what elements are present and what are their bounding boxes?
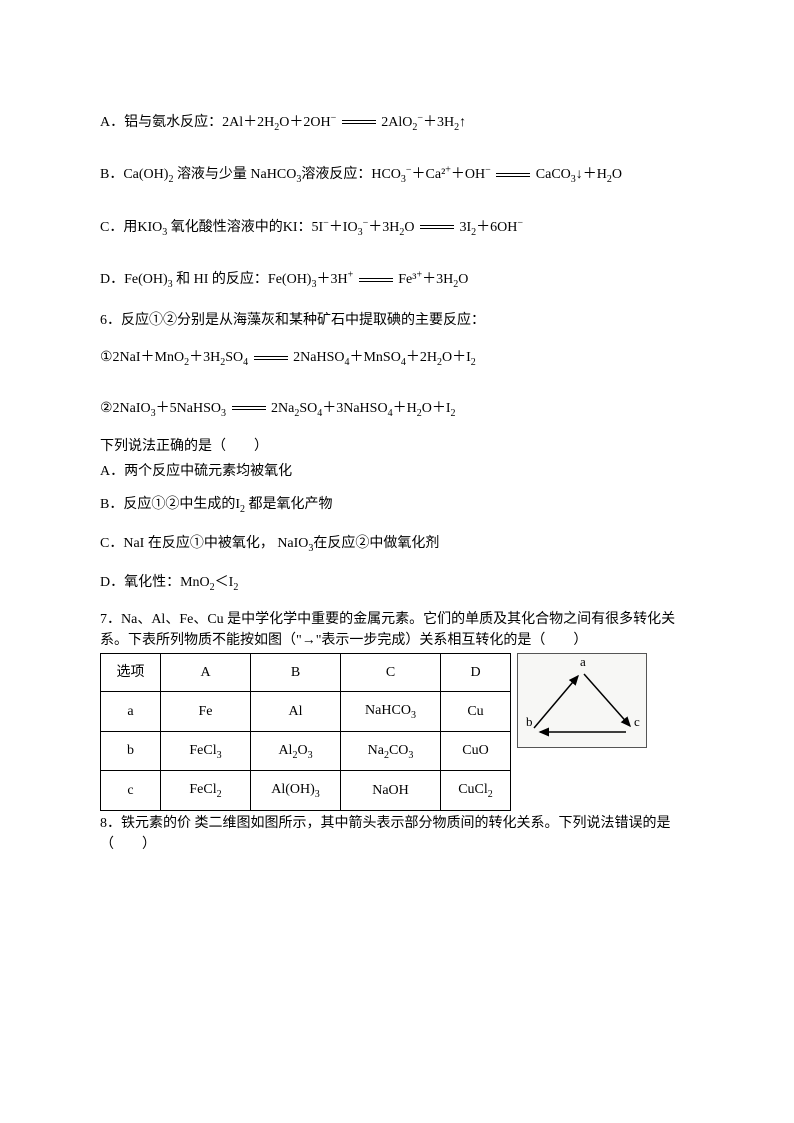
triangle-diagram-svg: a b c (518, 654, 648, 749)
table-cell: CuCl2 (441, 771, 511, 811)
table-row: cFeCl2Al(OH)3NaOHCuCl2 (101, 771, 511, 811)
table-cell: NaOH (341, 771, 441, 811)
table-cell: b (101, 731, 161, 771)
q6-eq1-text: ①2NaI＋MnO2＋3H2SO4 2NaHSO4＋MnSO4＋2H2O＋I2 (100, 350, 476, 365)
table-cell: FeCl2 (161, 771, 251, 811)
q6-optC-text: C．NaI 在反应①中被氧化， NaIO3在反应②中做氧化剂 (100, 536, 439, 551)
q6-optB: B．反应①②中生成的I2 都是氧化产物 (100, 494, 694, 517)
table-cell: Fe (161, 691, 251, 731)
q7-diagram: a b c (517, 653, 647, 748)
table-cell: c (101, 771, 161, 811)
svg-text:c: c (634, 714, 640, 729)
q6-prompt-text: 下列说法正确的是（ ） (100, 439, 268, 454)
option-C: C．用KIO3 氧化酸性溶液中的KI：5I−＋IO3−＋3H2O 3I2＋6OH… (100, 215, 694, 239)
q6-optB-text: B．反应①②中生成的I2 都是氧化产物 (100, 497, 333, 512)
q7-table: 选项ABCDaFeAlNaHCO3CubFeCl3Al2O3Na2CO3CuOc… (100, 653, 511, 811)
text-B: B．Ca(OH)2 溶液与少量 NaHCO3溶液反应：HCO3−＋Ca²+＋OH… (100, 167, 622, 182)
q7-intro: 7．Na、Al、Fe、Cu 是中学化学中重要的金属元素。它们的单质及其化合物之间… (100, 609, 694, 651)
q6-optA-text: A．两个反应中硫元素均被氧化 (100, 464, 292, 479)
text-D: D．Fe(OH)3 和 HI 的反应：Fe(OH)3＋3H+ Fe³+＋3H2O (100, 272, 468, 287)
q6-optC: C．NaI 在反应①中被氧化， NaIO3在反应②中做氧化剂 (100, 533, 694, 556)
q6-optA: A．两个反应中硫元素均被氧化 (100, 461, 694, 482)
q6-intro: 6．反应①②分别是从海藻灰和某种矿石中提取碘的主要反应： (100, 310, 694, 331)
table-cell: Na2CO3 (341, 731, 441, 771)
table-row: bFeCl3Al2O3Na2CO3CuO (101, 731, 511, 771)
q6-eq2-text: ②2NaIO3＋5NaHSO3 2Na2SO4＋3NaHSO4＋H2O＋I2 (100, 401, 455, 416)
table-cell: CuO (441, 731, 511, 771)
text-A: A．铝与氨水反应：2Al＋2H2O＋2OH− 2AlO2−＋3H2↑ (100, 115, 466, 130)
q8: 8．铁元素的价 类二维图如图所示，其中箭头表示部分物质间的转化关系。下列说法错误… (100, 813, 694, 855)
table-row: aFeAlNaHCO3Cu (101, 691, 511, 731)
table-cell: NaHCO3 (341, 691, 441, 731)
table-cell: FeCl3 (161, 731, 251, 771)
option-D: D．Fe(OH)3 和 HI 的反应：Fe(OH)3＋3H+ Fe³+＋3H2O (100, 267, 694, 291)
table-header: A (161, 653, 251, 691)
option-B: B．Ca(OH)2 溶液与少量 NaHCO3溶液反应：HCO3−＋Ca²+＋OH… (100, 162, 694, 186)
table-header: D (441, 653, 511, 691)
q6-intro-text: 6．反应①②分别是从海藻灰和某种矿石中提取碘的主要反应： (100, 313, 485, 328)
text-C: C．用KIO3 氧化酸性溶液中的KI：5I−＋IO3−＋3H2O 3I2＋6OH… (100, 220, 523, 235)
option-A: A．铝与氨水反应：2Al＋2H2O＋2OH− 2AlO2−＋3H2↑ (100, 110, 694, 134)
q8-text: 8．铁元素的价 类二维图如图所示，其中箭头表示部分物质间的转化关系。下列说法错误… (100, 816, 671, 852)
table-cell: Al2O3 (251, 731, 341, 771)
table-cell: Al(OH)3 (251, 771, 341, 811)
q6-optD: D．氧化性：MnO2＜I2 (100, 572, 694, 595)
table-header: 选项 (101, 653, 161, 691)
q6-optD-text: D．氧化性：MnO2＜I2 (100, 575, 238, 590)
q7-content: 选项ABCDaFeAlNaHCO3CubFeCl3Al2O3Na2CO3CuOc… (100, 653, 694, 811)
table-cell: a (101, 691, 161, 731)
table-cell: Cu (441, 691, 511, 731)
table-header: C (341, 653, 441, 691)
table-header: B (251, 653, 341, 691)
q6-eq2: ②2NaIO3＋5NaHSO3 2Na2SO4＋3NaHSO4＋H2O＋I2 (100, 398, 694, 421)
q7-intro-text: 7．Na、Al、Fe、Cu 是中学化学中重要的金属元素。它们的单质及其化合物之间… (100, 612, 675, 648)
table-cell: Al (251, 691, 341, 731)
q6-eq1: ①2NaI＋MnO2＋3H2SO4 2NaHSO4＋MnSO4＋2H2O＋I2 (100, 347, 694, 370)
svg-text:b: b (526, 714, 533, 729)
q6-prompt: 下列说法正确的是（ ） (100, 436, 694, 457)
svg-text:a: a (580, 654, 586, 669)
